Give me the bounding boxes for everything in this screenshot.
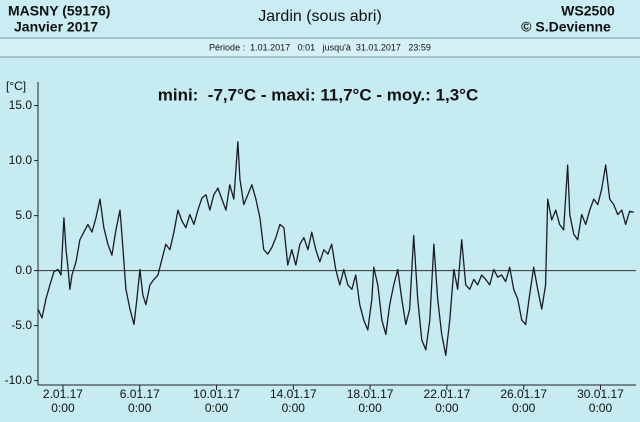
- x-tick-label: 14.01.17 0:00: [269, 387, 317, 415]
- x-tick-label: 26.01.17 0:00: [500, 387, 548, 415]
- temperature-line: [37, 141, 634, 356]
- device: WS2500: [561, 3, 615, 19]
- x-tick-label: 6.01.17 0:00: [119, 387, 160, 415]
- period: Période : 1.01.2017 0:01 jusqu'à 31.01.2…: [209, 42, 431, 52]
- station: MASNY (59176): [8, 3, 110, 19]
- header-band: [0, 0, 640, 38]
- x-tick-label: 2.01.17 0:00: [42, 387, 83, 415]
- annotation: mini: -7,7°C - maxi: 11,7°C - moy.: 1,3°…: [158, 85, 479, 104]
- month: Janvier 2017: [14, 19, 98, 35]
- y-tick-label: 5.0: [15, 208, 32, 222]
- y-tick-label: -5.0: [11, 318, 32, 332]
- y-axis-label: [°C]: [6, 79, 26, 93]
- x-tick-label: 18.01.17 0:00: [346, 387, 394, 415]
- y-tick-label: 0.0: [15, 263, 32, 277]
- chart-title: Jardin (sous abri): [258, 8, 382, 25]
- y-tick-label: 15.0: [9, 98, 33, 112]
- credit: © S.Devienne: [521, 19, 611, 35]
- period-band: [0, 39, 640, 57]
- x-tick-label: 22.01.17 0:00: [423, 387, 471, 415]
- x-tick-label: 10.01.17 0:00: [193, 387, 240, 415]
- y-tick-label: 10.0: [9, 153, 33, 167]
- x-tick-label: 30.01.17 0:00: [577, 387, 624, 415]
- y-tick-label: -10.0: [5, 373, 33, 387]
